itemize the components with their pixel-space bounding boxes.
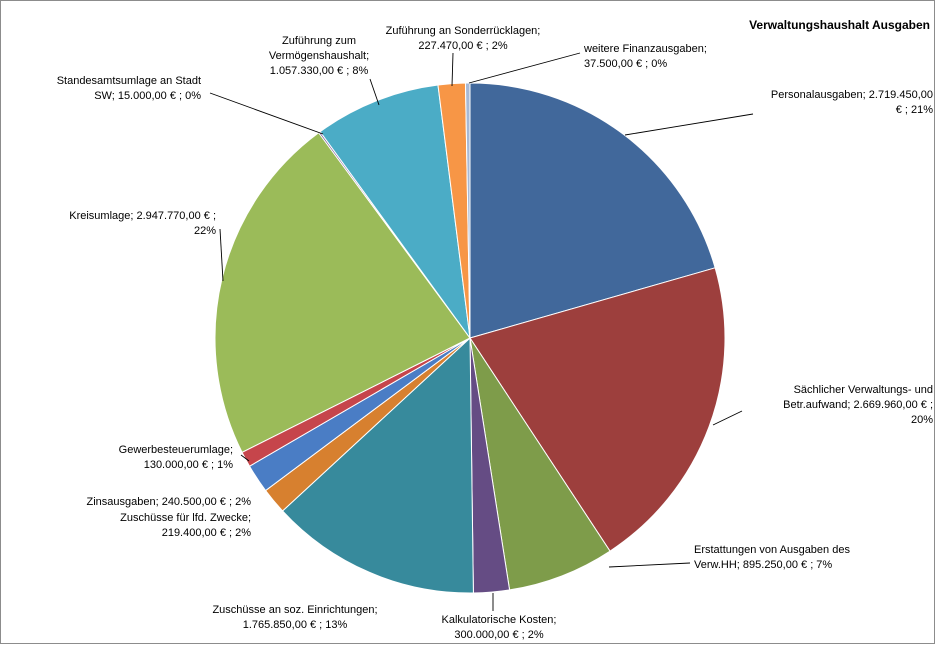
data-label-erstattungen-von-ausgaben-des-verw-hh: Erstattungen von Ausgaben des Verw.HH; 89… bbox=[694, 543, 904, 573]
data-label-line: € ; 21% bbox=[895, 104, 933, 116]
data-label-line: Betr.aufwand; 2.669.960,00 € ; bbox=[783, 399, 933, 411]
data-label-line: Vermögenshaushalt; bbox=[268, 50, 370, 62]
leader-line bbox=[209, 92, 324, 135]
data-label-line: Sächlicher Verwaltungs- und bbox=[793, 384, 933, 396]
leader-line bbox=[624, 113, 754, 136]
data-label-zusch-sse-an-soz-einrichtungen: Zuschüsse an soz. Einrichtungen; 1.765.85… bbox=[185, 603, 405, 633]
data-label-zinsausgaben: Zinsausgaben; 240.500,00 € ; 2% bbox=[61, 495, 251, 510]
data-label-line: Zinsausgaben; 240.500,00 € ; 2% bbox=[86, 496, 251, 508]
data-label-line: Personalausgaben; 2.719.450,00 bbox=[770, 89, 933, 101]
pie-slice-zuf-hrung-zum-verm-genshaushalt bbox=[319, 84, 471, 339]
pie-slice-erstattungen-von-ausgaben-des-verw-hh bbox=[469, 337, 611, 591]
data-label-kalkulatorische-kosten: Kalkulatorische Kosten; 300.000,00 € ; 2% bbox=[409, 613, 589, 643]
pie-slice-s-chlicher-verwaltungs-und-betr-aufwand bbox=[469, 267, 726, 552]
data-label-line: 227.470,00 € ; 2% bbox=[418, 40, 508, 52]
data-label-zuf-hrung-an-sonderr-cklagen: Zuführung an Sonderrücklagen; 227.470,00 … bbox=[368, 24, 558, 54]
leader-line bbox=[219, 228, 224, 282]
pie-slice-personalausgaben bbox=[469, 82, 716, 339]
data-label-line: Zuschüsse für lfd. Zwecke; bbox=[120, 512, 251, 524]
data-label-personalausgaben: Personalausgaben; 2.719.450,00 € ; 21% bbox=[743, 88, 933, 118]
leader-line bbox=[240, 454, 250, 462]
chart-title: Verwaltungshaushalt Ausgaben bbox=[749, 18, 930, 32]
pie-slice-kreisumlage bbox=[214, 132, 471, 454]
data-label-kreisumlage: Kreisumlage; 2.947.770,00 € ; 22% bbox=[26, 209, 216, 239]
data-label-gewerbesteuerumlage: Gewerbesteuerumlage; 130.000,00 € ; 1% bbox=[73, 443, 233, 473]
data-label-line: 300.000,00 € ; 2% bbox=[454, 629, 544, 641]
data-label-zusch-sse-f-r-lfd-zwecke: Zuschüsse für lfd. Zwecke; 219.400,00 € ;… bbox=[71, 511, 251, 541]
data-label-line: Kreisumlage; 2.947.770,00 € ; bbox=[69, 210, 216, 222]
data-label-s-chlicher-verwaltungs-und-betr-aufwand: Sächlicher Verwaltungs- und Betr.aufwand;… bbox=[733, 383, 933, 428]
leader-line bbox=[451, 52, 454, 87]
data-label-line: Zuschüsse an soz. Einrichtungen; bbox=[212, 604, 378, 616]
data-label-line: Zuführung an Sonderrücklagen; bbox=[385, 25, 541, 37]
data-label-zuf-hrung-zum-verm-genshaushalt: Zuführung zum Vermögenshaushalt; 1.057.330… bbox=[244, 34, 394, 79]
data-label-line: 1.057.330,00 € ; 8% bbox=[269, 65, 369, 77]
data-label-line: SW; 15.000,00 € ; 0% bbox=[94, 90, 201, 102]
pie-slice-zusch-sse-an-soz-einrichtungen bbox=[281, 336, 474, 594]
data-label-line: Standesamtsumlage an Stadt bbox=[56, 75, 201, 87]
leader-line bbox=[369, 78, 380, 106]
data-label-line: 22% bbox=[193, 225, 216, 237]
data-label-line: Kalkulatorische Kosten; bbox=[441, 614, 557, 626]
data-label-standesamtsumlage-an-stadt-sw: Standesamtsumlage an Stadt SW; 15.000,00 … bbox=[11, 74, 201, 104]
pie-slices bbox=[214, 82, 726, 594]
data-label-weitere-finanzausgaben: weitere Finanzausgaben; 37.500,00 € ; 0% bbox=[584, 42, 734, 72]
data-label-line: 130.000,00 € ; 1% bbox=[143, 459, 233, 471]
data-label-line: Zuführung zum bbox=[282, 35, 356, 47]
data-label-line: weitere Finanzausgaben; bbox=[584, 43, 707, 55]
leader-line bbox=[468, 52, 581, 84]
leader-line bbox=[608, 562, 691, 568]
data-label-line: Gewerbesteuerumlage; bbox=[118, 444, 233, 456]
data-label-line: 20% bbox=[910, 414, 933, 426]
data-label-line: Erstattungen von Ausgaben des bbox=[694, 544, 850, 556]
leader-lines bbox=[209, 52, 754, 611]
data-label-line: 1.765.850,00 € ; 13% bbox=[242, 619, 348, 631]
leader-line bbox=[712, 410, 743, 426]
data-label-line: Verw.HH; 895.250,00 € ; 7% bbox=[694, 559, 833, 571]
data-label-line: 219.400,00 € ; 2% bbox=[161, 527, 251, 539]
data-label-line: 37.500,00 € ; 0% bbox=[584, 58, 668, 70]
